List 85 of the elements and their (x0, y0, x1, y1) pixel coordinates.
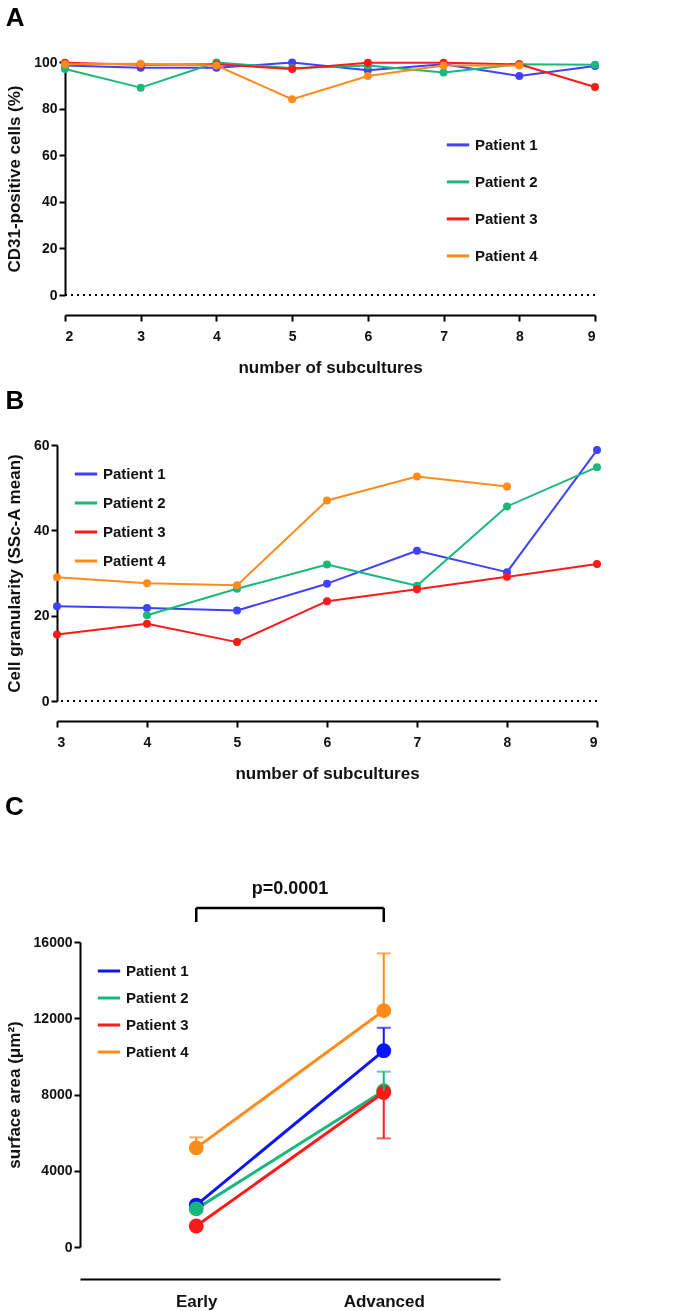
x-tick-label: 8 (503, 733, 512, 750)
point (288, 95, 297, 104)
legend-label: Patient 1 (103, 465, 166, 482)
x-tick-label: 6 (323, 733, 332, 750)
y-tick-label: 16000 (33, 933, 73, 950)
legend-label: Patient 1 (475, 135, 538, 153)
legend-label: Patient 3 (103, 523, 166, 540)
x-tick-label: 4 (143, 733, 152, 750)
point (188, 1201, 204, 1217)
point (593, 446, 601, 455)
x-axis-title: number of subcultures (235, 763, 420, 783)
point (233, 638, 241, 647)
legend-label: Patient 4 (126, 1043, 190, 1060)
y-axis-title: CD31-positive cells (%) (5, 85, 25, 273)
point (439, 68, 448, 77)
point (376, 1003, 392, 1019)
x-tick-label: 2 (65, 327, 74, 344)
legend-label: Patient 3 (475, 209, 538, 227)
legend-label: Patient 2 (103, 494, 166, 511)
x-tick-label: 3 (137, 327, 146, 344)
y-tick-label: 4000 (41, 1162, 73, 1179)
x-tick-label: 3 (57, 733, 66, 750)
y-tick-label: 60 (33, 436, 50, 453)
point (53, 630, 61, 639)
point (503, 502, 511, 511)
x-axis-title: number of subcultures (238, 357, 423, 377)
y-tick-label: 0 (64, 1238, 73, 1255)
y-tick-label: 40 (33, 521, 50, 538)
x-tick-label: 8 (515, 327, 524, 344)
point (136, 83, 145, 92)
x-tick-label: 9 (587, 327, 596, 344)
legend-label: Patient 2 (475, 172, 538, 190)
chart-title: A (5, 2, 25, 32)
point (413, 472, 421, 481)
y-tick-label: 100 (34, 53, 58, 70)
point (515, 71, 524, 80)
point (503, 572, 511, 581)
x-tick-label: 7 (440, 327, 449, 344)
x-tick-label: 5 (233, 733, 242, 750)
x-tick-label: Early (175, 1291, 219, 1311)
point (413, 585, 421, 594)
y-tick-label: 0 (49, 286, 58, 303)
point (323, 560, 331, 569)
point (363, 71, 372, 80)
point (413, 546, 421, 555)
y-axis-title: Cell granularity (SSc-A mean) (4, 454, 24, 693)
legend-label: Patient 4 (103, 552, 167, 569)
y-tick-label: 60 (41, 146, 58, 163)
point (188, 1218, 204, 1234)
point (323, 496, 331, 505)
chart-title: C (5, 791, 25, 821)
point (376, 1043, 392, 1059)
x-tick-label: 4 (213, 327, 222, 344)
point (323, 579, 331, 588)
text: p=0.0001 (251, 878, 329, 898)
point (143, 619, 151, 628)
point (143, 611, 151, 620)
x-tick-label: 6 (364, 327, 373, 344)
point (323, 597, 331, 606)
y-tick-label: 80 (41, 100, 58, 117)
y-tick-label: 0 (41, 692, 50, 709)
legend-label: Patient 3 (126, 1016, 189, 1033)
y-tick-label: 40 (41, 193, 58, 210)
x-tick-label: Advanced (343, 1291, 425, 1311)
y-axis-title: surface area (μm²) (4, 1021, 24, 1169)
legend-label: Patient 4 (475, 246, 539, 264)
x-tick-label: 5 (288, 327, 297, 344)
y-tick-label: 12000 (33, 1009, 73, 1026)
legend-label: Patient 1 (126, 962, 189, 979)
y-tick-label: 8000 (41, 1086, 73, 1102)
chart-title: B (5, 385, 25, 415)
point (591, 82, 599, 91)
x-tick-label: 7 (413, 733, 422, 750)
point (143, 579, 151, 588)
legend-label: Patient 2 (126, 989, 189, 1006)
point (503, 482, 511, 491)
x-tick-label: 9 (589, 733, 598, 750)
y-tick-label: 20 (41, 239, 58, 256)
point (233, 606, 241, 615)
point (53, 602, 61, 611)
point (593, 463, 601, 472)
y-tick-label: 20 (33, 607, 50, 624)
point (53, 573, 61, 582)
point (593, 560, 601, 569)
point (143, 603, 151, 612)
